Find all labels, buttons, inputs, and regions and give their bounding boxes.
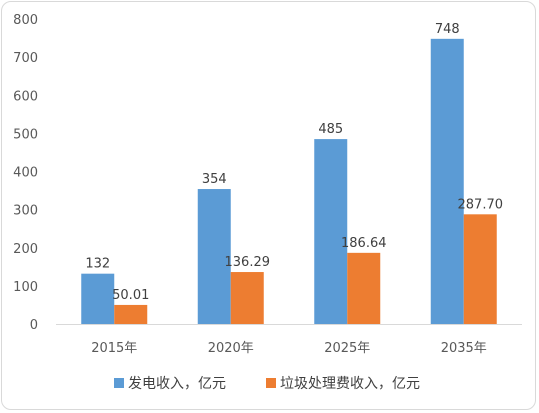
bar — [347, 252, 381, 324]
x-tick-label: 2020年 — [208, 341, 254, 356]
x-tick-label: 2015年 — [91, 341, 137, 356]
legend-swatch — [114, 378, 124, 388]
data-label: 287.70 — [458, 197, 504, 212]
y-tick-label: 600 — [13, 89, 38, 104]
data-label: 136.29 — [225, 255, 271, 270]
y-tick-label: 800 — [13, 13, 38, 28]
y-tick-label: 500 — [13, 127, 38, 142]
y-tick-label: 200 — [13, 242, 38, 257]
x-tick-label: 2035年 — [441, 341, 487, 356]
bar — [230, 272, 264, 324]
bar — [430, 38, 464, 324]
data-label: 748 — [435, 22, 460, 37]
legend-label: 发电收入，亿元 — [128, 376, 226, 392]
x-tick-label: 2025年 — [324, 341, 370, 356]
data-label: 186.64 — [341, 236, 387, 251]
data-label: 50.01 — [112, 288, 149, 303]
y-tick-label: 700 — [13, 51, 38, 66]
y-tick-label: 0 — [30, 318, 38, 333]
bar — [314, 139, 348, 324]
bar — [81, 273, 115, 324]
bar — [463, 214, 497, 324]
data-label: 485 — [318, 122, 343, 137]
data-label: 132 — [85, 257, 110, 272]
y-tick-label: 400 — [13, 166, 38, 181]
bar — [197, 189, 231, 324]
legend-label: 垃圾处理费收入，亿元 — [280, 376, 420, 392]
y-tick-label: 300 — [13, 204, 38, 219]
bar — [114, 304, 148, 324]
data-label: 354 — [202, 172, 227, 187]
legend-swatch — [266, 378, 276, 388]
y-tick-label: 100 — [13, 280, 38, 295]
